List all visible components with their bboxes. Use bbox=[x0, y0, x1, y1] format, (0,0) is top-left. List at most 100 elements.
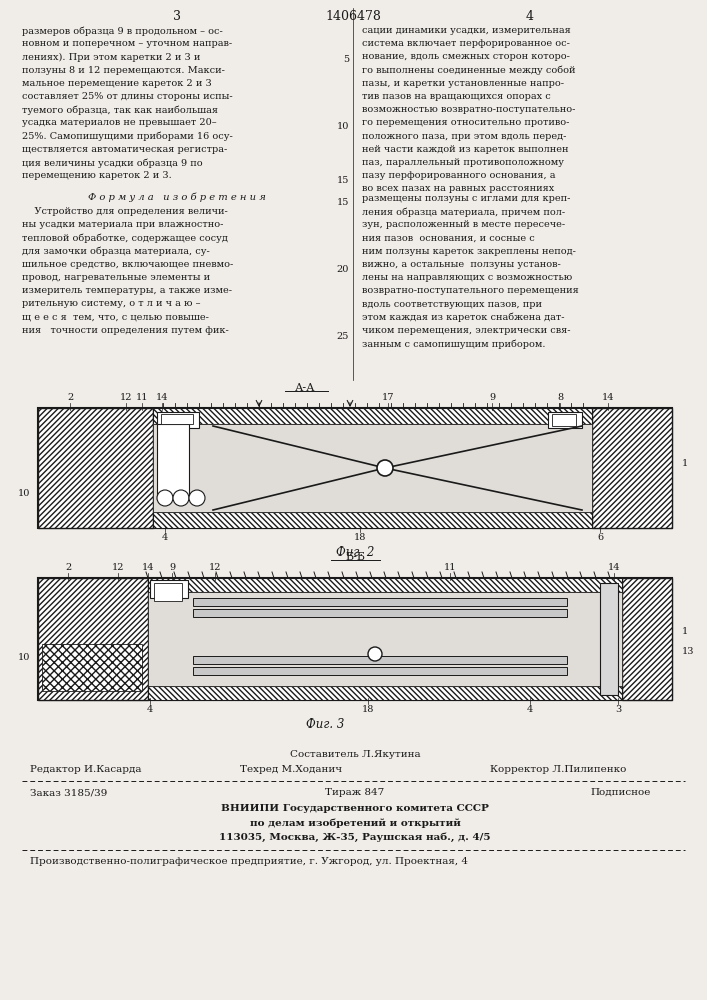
Text: система включает перфорированное ос-: система включает перфорированное ос- bbox=[362, 39, 570, 48]
Text: ления образца материала, причем пол-: ления образца материала, причем пол- bbox=[362, 207, 565, 217]
Text: пазы, и каретки установленные напро-: пазы, и каретки установленные напро- bbox=[362, 79, 564, 88]
Text: 15: 15 bbox=[337, 176, 349, 185]
Text: 4: 4 bbox=[527, 705, 533, 714]
Text: го выполнены соединенные между собой: го выполнены соединенные между собой bbox=[362, 66, 575, 75]
Circle shape bbox=[173, 490, 189, 506]
Text: возвратно-поступательного перемещения: возвратно-поступательного перемещения bbox=[362, 286, 579, 295]
Text: ползуны 8 и 12 перемещаются. Макси-: ползуны 8 и 12 перемещаются. Макси- bbox=[22, 66, 225, 75]
Text: тив пазов на вращающихся опорах с: тив пазов на вращающихся опорах с bbox=[362, 92, 551, 101]
Bar bbox=[161, 414, 193, 424]
Text: 14: 14 bbox=[156, 393, 168, 402]
Text: 10: 10 bbox=[337, 122, 349, 131]
Bar bbox=[153, 512, 592, 528]
Bar bbox=[548, 412, 582, 428]
Text: Редактор И.Касарда: Редактор И.Касарда bbox=[30, 765, 141, 774]
Text: Корректор Л.Пилипенко: Корректор Л.Пилипенко bbox=[490, 765, 626, 774]
Text: 12: 12 bbox=[209, 563, 221, 572]
Bar bbox=[42, 644, 142, 691]
Text: 6: 6 bbox=[597, 533, 603, 542]
Text: измеритель температуры, а также изме-: измеритель температуры, а также изме- bbox=[22, 286, 232, 295]
Text: 2: 2 bbox=[67, 393, 73, 402]
Text: 10: 10 bbox=[18, 488, 30, 497]
Text: 5: 5 bbox=[343, 55, 349, 64]
Text: 8: 8 bbox=[557, 393, 563, 402]
Text: Производственно-полиграфическое предприятие, г. Ужгород, ул. Проектная, 4: Производственно-полиграфическое предприя… bbox=[30, 857, 468, 866]
Text: ния   точности определения путем фик-: ния точности определения путем фик- bbox=[22, 326, 229, 335]
Text: занным с самопишущим прибором.: занным с самопишущим прибором. bbox=[362, 339, 546, 349]
Text: 18: 18 bbox=[362, 705, 374, 714]
Text: 1: 1 bbox=[682, 626, 688, 636]
Text: 10: 10 bbox=[18, 652, 30, 662]
Text: 113035, Москва, Ж-35, Раушская наб., д. 4/5: 113035, Москва, Ж-35, Раушская наб., д. … bbox=[219, 832, 491, 842]
Text: 1406478: 1406478 bbox=[325, 10, 381, 23]
Bar bbox=[38, 578, 672, 700]
Bar bbox=[153, 424, 592, 512]
Text: вдоль соответствующих пазов, при: вдоль соответствующих пазов, при bbox=[362, 300, 542, 309]
Text: 9: 9 bbox=[169, 563, 175, 572]
Text: пазу перфорированного основания, а: пазу перфорированного основания, а bbox=[362, 171, 556, 180]
Bar bbox=[153, 408, 592, 424]
Text: перемещению кареток 2 и 3.: перемещению кареток 2 и 3. bbox=[22, 171, 172, 180]
Text: Техред М.Ходанич: Техред М.Ходанич bbox=[240, 765, 342, 774]
Text: 13: 13 bbox=[682, 647, 694, 656]
Text: А-А: А-А bbox=[295, 383, 315, 393]
Circle shape bbox=[377, 460, 393, 476]
Text: 4: 4 bbox=[147, 705, 153, 714]
Text: рительную систему, о т л и ч а ю –: рительную систему, о т л и ч а ю – bbox=[22, 299, 201, 308]
Text: тепловой обработке, содержащее сосуд: тепловой обработке, содержащее сосуд bbox=[22, 233, 228, 243]
Bar bbox=[157, 412, 199, 428]
Text: 4: 4 bbox=[526, 10, 534, 23]
Text: 25%. Самопишущими приборами 16 осу-: 25%. Самопишущими приборами 16 осу- bbox=[22, 132, 233, 141]
Text: ВНИИПИ Государственного комитета СССР: ВНИИПИ Государственного комитета СССР bbox=[221, 804, 489, 813]
Text: усадка материалов не превышает 20–: усадка материалов не превышает 20– bbox=[22, 118, 216, 127]
Text: 18: 18 bbox=[354, 533, 366, 542]
Text: 17: 17 bbox=[382, 393, 395, 402]
Bar bbox=[600, 583, 618, 695]
Text: этом каждая из кареток снабжена дат-: этом каждая из кареток снабжена дат- bbox=[362, 313, 564, 322]
Text: составляет 25% от длины стороны испы-: составляет 25% от длины стороны испы- bbox=[22, 92, 233, 101]
Bar bbox=[592, 408, 672, 528]
Text: 9: 9 bbox=[489, 393, 495, 402]
Text: 20: 20 bbox=[337, 265, 349, 274]
Text: лены на направляющих с возможностью: лены на направляющих с возможностью bbox=[362, 273, 572, 282]
Text: во всех пазах на равных расстояниях: во всех пазах на равных расстояниях bbox=[362, 184, 554, 193]
Text: ция величины усадки образца 9 по: ция величины усадки образца 9 по bbox=[22, 158, 203, 167]
Text: 15: 15 bbox=[337, 198, 349, 207]
Text: для замочки образца материала, су-: для замочки образца материала, су- bbox=[22, 247, 210, 256]
Bar bbox=[193, 667, 567, 675]
Text: го перемещения относительно противо-: го перемещения относительно противо- bbox=[362, 118, 569, 127]
Text: Тираж 847: Тираж 847 bbox=[325, 788, 385, 797]
Text: Фиг. 2: Фиг. 2 bbox=[336, 546, 374, 559]
Text: паз, параллельный противоположному: паз, параллельный противоположному bbox=[362, 158, 564, 167]
Bar bbox=[38, 578, 148, 700]
Bar bbox=[38, 408, 153, 528]
Text: сации динамики усадки, измерительная: сации динамики усадки, измерительная bbox=[362, 26, 571, 35]
Text: 14: 14 bbox=[602, 393, 614, 402]
Bar bbox=[157, 424, 189, 500]
Text: туемого образца, так как наибольшая: туемого образца, так как наибольшая bbox=[22, 105, 218, 115]
Text: 12: 12 bbox=[112, 563, 124, 572]
Text: Составитель Л.Якутина: Составитель Л.Якутина bbox=[290, 750, 421, 759]
Text: ним ползуны кареток закреплены непод-: ним ползуны кареток закреплены непод- bbox=[362, 247, 576, 256]
Text: Б-Б: Б-Б bbox=[345, 552, 365, 562]
Text: провод, нагревательные элементы и: провод, нагревательные элементы и bbox=[22, 273, 210, 282]
Bar bbox=[193, 609, 567, 617]
Text: Заказ 3185/39: Заказ 3185/39 bbox=[30, 788, 107, 797]
Text: 11: 11 bbox=[136, 393, 148, 402]
Text: 14: 14 bbox=[141, 563, 154, 572]
Text: щ е е с я  тем, что, с целью повыше-: щ е е с я тем, что, с целью повыше- bbox=[22, 313, 209, 322]
Bar bbox=[148, 578, 622, 592]
Text: ней части каждой из кареток выполнен: ней части каждой из кареток выполнен bbox=[362, 145, 568, 154]
Bar bbox=[193, 656, 567, 664]
Text: нование, вдоль смежных сторон которо-: нование, вдоль смежных сторон которо- bbox=[362, 52, 570, 61]
Bar bbox=[154, 583, 182, 601]
Circle shape bbox=[157, 490, 173, 506]
Text: 11: 11 bbox=[444, 563, 456, 572]
Text: мальное перемещение кареток 2 и 3: мальное перемещение кареток 2 и 3 bbox=[22, 79, 212, 88]
Text: Ф о р м у л а   и з о б р е т е н и я: Ф о р м у л а и з о б р е т е н и я bbox=[88, 192, 266, 202]
Text: новном и поперечном – уточном направ-: новном и поперечном – уточном направ- bbox=[22, 39, 232, 48]
Bar bbox=[148, 686, 622, 700]
Text: шильное средство, включающее пневмо-: шильное средство, включающее пневмо- bbox=[22, 260, 233, 269]
Text: вижно, а остальные  ползуны установ-: вижно, а остальные ползуны установ- bbox=[362, 260, 561, 269]
Text: Фиг. 3: Фиг. 3 bbox=[306, 718, 344, 731]
